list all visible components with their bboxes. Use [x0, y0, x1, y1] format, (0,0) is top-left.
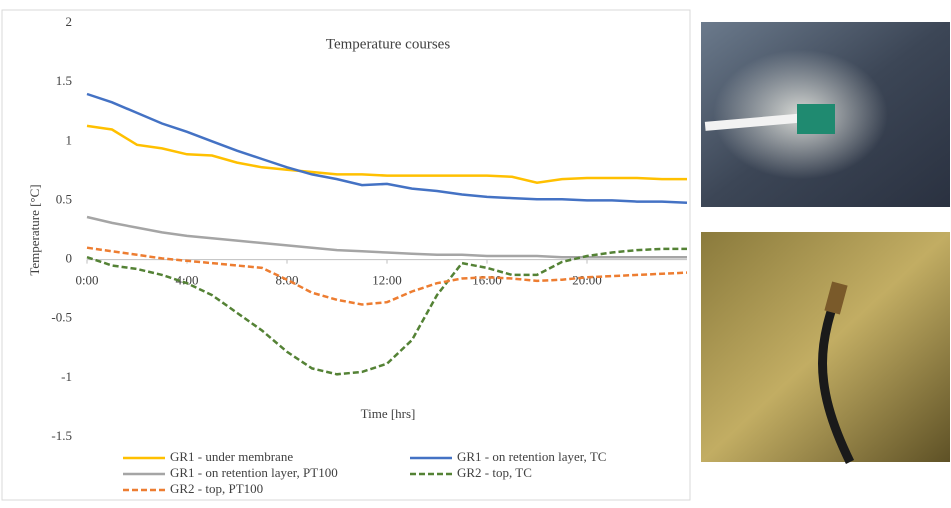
series-line — [86, 124, 687, 184]
x-tick-label: 0:00 — [75, 273, 98, 288]
legend-label: GR1 - on retention layer, TC — [457, 449, 606, 464]
x-tick-label: 12:00 — [372, 273, 402, 288]
series-line — [86, 215, 687, 259]
y-tick-label: 0 — [66, 251, 73, 266]
y-tick-label: 0.5 — [56, 191, 72, 206]
photo-sensor — [701, 22, 950, 207]
y-tick-label: -0.5 — [51, 310, 72, 325]
y-tick-label: 2 — [66, 14, 73, 29]
legend-label: GR1 - under membrane — [170, 449, 293, 464]
legend-label: GR2 - top, PT100 — [170, 481, 263, 496]
legend-label: GR1 - on retention layer, PT100 — [170, 465, 338, 480]
y-tick-label: -1.5 — [51, 428, 72, 443]
chart-title: Temperature courses — [326, 36, 450, 52]
y-tick-label: 1.5 — [56, 73, 72, 88]
y-tick-label: 1 — [66, 132, 73, 147]
chart-border — [1, 9, 691, 501]
x-tick-label: 20:00 — [572, 273, 602, 288]
photo-probe — [701, 232, 950, 464]
series-line — [86, 247, 687, 376]
legend-label: GR2 - top, TC — [457, 465, 532, 480]
y-tick-label: -1 — [61, 369, 72, 384]
x-tick-label: 4:00 — [175, 273, 198, 288]
series-line — [86, 92, 688, 205]
x-axis-label: Time [hrs] — [361, 406, 416, 421]
x-tick-label: 16:00 — [472, 273, 502, 288]
series-line — [86, 246, 688, 306]
y-axis-label: Temperature [°C] — [27, 184, 42, 275]
